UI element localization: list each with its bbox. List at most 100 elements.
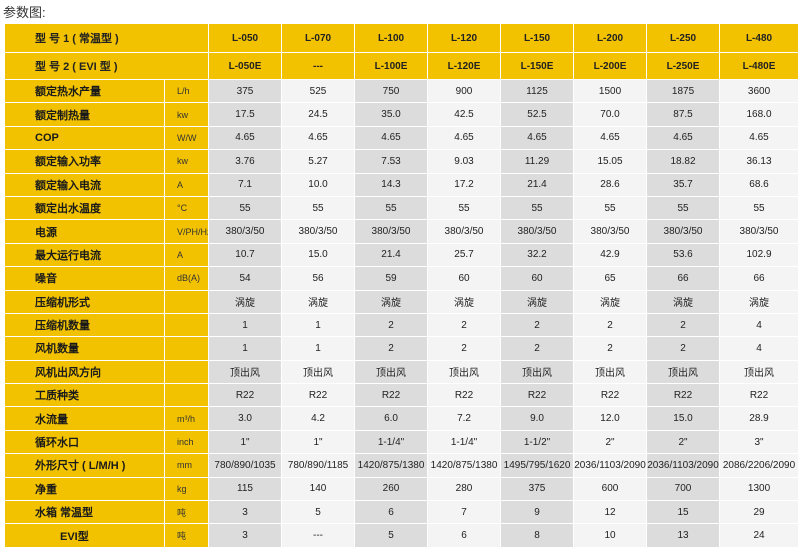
spec-row: 水流量 m³/h 3.0 4.2 6.0 7.2 9.0 12.0 15.0 28.9 <box>4 406 800 431</box>
spec-value: 9 <box>500 500 575 525</box>
spec-value: R22 <box>500 383 575 408</box>
spec-value: 4.65 <box>573 125 648 151</box>
spec-value: 55 <box>281 195 356 221</box>
model-cell: L-100 <box>354 23 429 53</box>
spec-row: 额定出水温度 °C 55 55 55 55 55 55 55 55 <box>4 195 800 221</box>
spec-unit: 吨 <box>163 523 210 548</box>
model-cell: L-250E <box>646 52 721 80</box>
spec-value: 55 <box>719 195 800 221</box>
model-cell: L-480 <box>719 23 800 53</box>
spec-name: 风机数量 <box>4 336 165 361</box>
spec-row: COP W/W 4.65 4.65 4.65 4.65 4.65 4.65 4.65 4.65 <box>4 125 800 151</box>
model-cell: --- <box>281 52 356 80</box>
spec-unit: L/h <box>163 78 210 104</box>
spec-value: 7 <box>427 500 502 525</box>
spec-value: 55 <box>573 195 648 221</box>
spec-value: 13 <box>646 523 721 548</box>
spec-row: 水箱 常温型吨 3 5 6 7 9 12 15 29 <box>4 500 800 525</box>
spec-value: 顶出风 <box>646 359 721 385</box>
spec-unit: mm <box>163 453 210 478</box>
spec-value: 1-1/2" <box>500 429 575 455</box>
spec-value: 700 <box>646 476 721 502</box>
model-cell: L-150E <box>500 52 575 80</box>
spec-value: 59 <box>354 266 429 291</box>
spec-value: 4.65 <box>354 125 429 151</box>
spec-value: 1420/875/1380 <box>354 453 429 478</box>
spec-value: 2 <box>427 336 502 361</box>
spec-unit: m³/h <box>163 406 210 431</box>
spec-value: 4.65 <box>208 125 283 151</box>
page-caption: 参数图: <box>3 5 46 20</box>
spec-value: 2" <box>573 429 648 455</box>
spec-name: 最大运行电流 <box>4 242 165 268</box>
spec-value: 2036/1103/2090 <box>646 453 721 478</box>
spec-value: 1 <box>208 336 283 361</box>
spec-value: 380/3/50 <box>354 219 429 244</box>
spec-row: 外形尺寸 ( L/M/H ) mm 780/890/1035 780/890/1185… <box>4 453 800 478</box>
spec-value: 102.9 <box>719 242 800 268</box>
spec-value: 涡旋 <box>500 289 575 314</box>
spec-value: 56 <box>281 266 356 291</box>
spec-value: 380/3/50 <box>500 219 575 244</box>
spec-value: 顶出风 <box>208 359 283 385</box>
spec-value: 1 <box>281 312 356 338</box>
spec-value: 1 <box>208 312 283 338</box>
spec-value: 4.2 <box>281 406 356 431</box>
spec-row: 最大运行电流 A 10.7 15.0 21.4 25.7 32.2 42.9 53.6 102.9 <box>4 242 800 268</box>
spec-value: 55 <box>500 195 575 221</box>
spec-value: 35.7 <box>646 172 721 197</box>
spec-name: COP <box>4 125 165 151</box>
spec-value: 10.7 <box>208 242 283 268</box>
model-cell: L-050 <box>208 23 283 53</box>
spec-name: 循环水口 <box>4 429 165 455</box>
spec-name: 水箱 常温型 <box>4 500 165 525</box>
spec-row: 净重 kg 115 140 260 280 375 600 700 1300 <box>4 476 800 502</box>
model-cell: L-120 <box>427 23 502 53</box>
spec-value: 7.1 <box>208 172 283 197</box>
spec-value: 3 <box>208 500 283 525</box>
spec-value: 65 <box>573 266 648 291</box>
spec-unit: 吨 <box>163 500 210 525</box>
spec-value: 9.03 <box>427 149 502 174</box>
spec-name: 额定热水产量 <box>4 78 165 104</box>
spec-value: 顶出风 <box>354 359 429 385</box>
spec-value: 3.76 <box>208 149 283 174</box>
spec-value: 375 <box>500 476 575 502</box>
spec-value: 1420/875/1380 <box>427 453 502 478</box>
spec-value: 53.6 <box>646 242 721 268</box>
spec-value: 1875 <box>646 78 721 104</box>
spec-value: 600 <box>573 476 648 502</box>
spec-value: 380/3/50 <box>427 219 502 244</box>
spec-name: 风机出风方向 <box>4 359 165 385</box>
spec-value: 2036/1103/2090 <box>573 453 648 478</box>
spec-value: 42.9 <box>573 242 648 268</box>
spec-unit: A <box>163 242 210 268</box>
spec-value: 8 <box>500 523 575 548</box>
spec-value: 1" <box>281 429 356 455</box>
spec-name: 噪音 <box>4 266 165 291</box>
spec-value: 4.65 <box>281 125 356 151</box>
model-cell: L-200 <box>573 23 648 53</box>
model-cell: L-480E <box>719 52 800 80</box>
spec-value: 涡旋 <box>646 289 721 314</box>
spec-table: 型 号 1 ( 常温型 ) L-050 L-070 L-100 L-120 L-… <box>3 23 800 548</box>
spec-value: 18.82 <box>646 149 721 174</box>
spec-value: 4.65 <box>427 125 502 151</box>
spec-value: 17.5 <box>208 102 283 127</box>
spec-value: 21.4 <box>500 172 575 197</box>
spec-value: 涡旋 <box>354 289 429 314</box>
model-cell: L-100E <box>354 52 429 80</box>
spec-value: 29 <box>719 500 800 525</box>
spec-value: 顶出风 <box>281 359 356 385</box>
spec-value: 15 <box>646 500 721 525</box>
spec-row: 压缩机数量 1 1 2 2 2 2 2 4 <box>4 312 800 338</box>
spec-value: 25.7 <box>427 242 502 268</box>
spec-value: 375 <box>208 78 283 104</box>
spec-value: 54 <box>208 266 283 291</box>
spec-value: 6 <box>354 500 429 525</box>
spec-unit: °C <box>163 195 210 221</box>
spec-value: 2 <box>354 312 429 338</box>
spec-value: 55 <box>354 195 429 221</box>
spec-value: 24.5 <box>281 102 356 127</box>
spec-value: 780/890/1185 <box>281 453 356 478</box>
